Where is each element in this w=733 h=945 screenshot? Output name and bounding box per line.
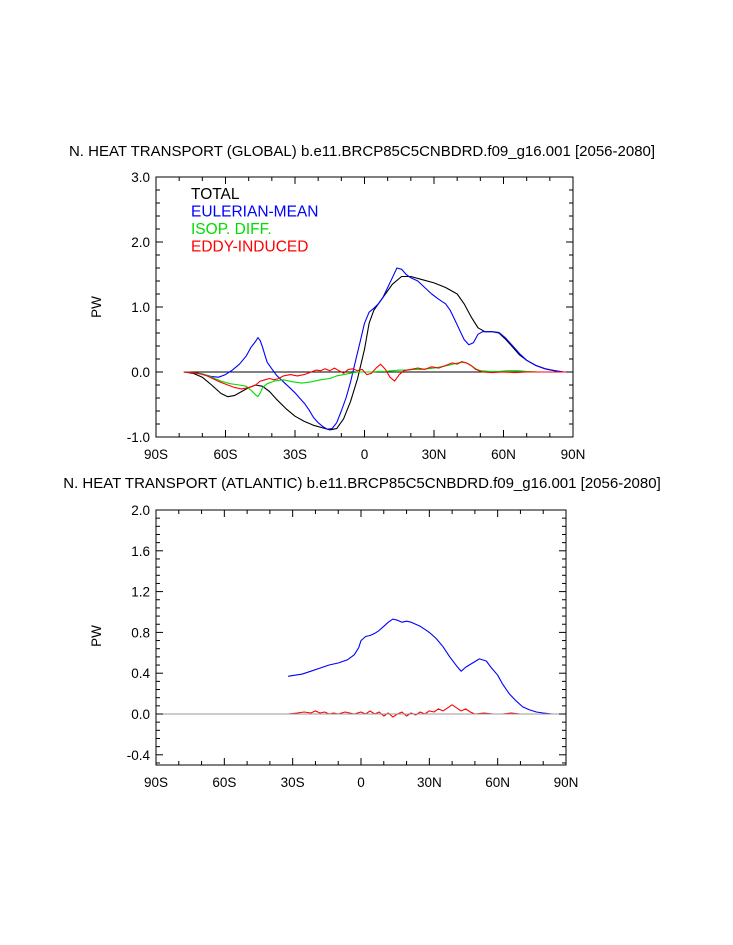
- atlantic-y-axis-label: PW: [89, 625, 104, 647]
- atlantic-y-tick-label: 0.8: [131, 625, 150, 640]
- global-eddy-induced-line: [183, 361, 573, 390]
- atlantic-heat-transport-chart: N. HEAT TRANSPORT (ATLANTIC) b.e11.BRCP8…: [63, 475, 660, 790]
- atlantic-y-tick-label: 0.0: [131, 707, 150, 722]
- global-x-tick-label: 30N: [422, 447, 447, 462]
- global-series-lines: [183, 267, 573, 431]
- global-total-line: [183, 275, 573, 431]
- atlantic-series-1-line: [288, 618, 566, 715]
- global-y-tick-label: 3.0: [131, 170, 150, 185]
- atlantic-x-tick-label: 90S: [144, 775, 168, 790]
- global-isop-diff-line: [183, 361, 573, 398]
- global-y-tick-label: -1.0: [127, 430, 150, 445]
- atlantic-series-2-line: [288, 704, 566, 718]
- atlantic-x-tick-label: 0: [357, 775, 365, 790]
- atlantic-x-tick-label: 30S: [281, 775, 305, 790]
- atlantic-x-tick-label: 60S: [212, 775, 236, 790]
- global-chart-title: N. HEAT TRANSPORT (GLOBAL) b.e11.BRCP85C…: [69, 143, 655, 160]
- global-x-tick-label: 30S: [283, 447, 307, 462]
- global-y-tick-label: 2.0: [131, 235, 150, 250]
- global-x-tick-label: 60S: [213, 447, 237, 462]
- global-x-tick-label: 0: [361, 447, 369, 462]
- atlantic-y-tick-label: 1.2: [131, 585, 150, 600]
- atlantic-chart-title: N. HEAT TRANSPORT (ATLANTIC) b.e11.BRCP8…: [63, 475, 660, 492]
- atlantic-x-tick-label: 30N: [417, 775, 442, 790]
- atlantic-y-tick-label: 1.6: [131, 544, 150, 559]
- global-x-tick-label: 60N: [491, 447, 516, 462]
- global-y-tick-label: 0.0: [131, 365, 150, 380]
- atlantic-x-tick-label: 60N: [485, 775, 510, 790]
- legend-entry-eulerian-mean: EULERIAN-MEAN: [191, 204, 318, 221]
- global-axis-ticks: 90S 60S 30S 0 30N 60N 90N -1.0 0.0 1.0 2.0 3.0: [127, 170, 586, 462]
- atlantic-series-lines: [156, 618, 566, 718]
- legend-entry-total: TOTAL: [191, 186, 240, 203]
- atlantic-x-tick-label: 90N: [554, 775, 579, 790]
- atlantic-axis-ticks: 90S 60S 30S 0 30N 60N 90N -0.4 0.0 0.4 0.8 1.2 1.6 2.…: [127, 503, 579, 790]
- atlantic-y-tick-label: 2.0: [131, 503, 150, 518]
- global-y-axis-label: PW: [89, 296, 104, 318]
- atlantic-y-tick-label: 0.4: [131, 666, 150, 681]
- global-heat-transport-chart: N. HEAT TRANSPORT (GLOBAL) b.e11.BRCP85C…: [69, 143, 655, 462]
- global-y-tick-label: 1.0: [131, 300, 150, 315]
- global-x-tick-label: 90N: [561, 447, 586, 462]
- legend-entry-isop-diff: ISOP. DIFF.: [191, 221, 272, 238]
- atlantic-y-tick-label: -0.4: [127, 748, 151, 763]
- global-x-tick-label: 90S: [144, 447, 168, 462]
- global-eulerian-mean-line: [183, 267, 573, 430]
- atlantic-plot-frame: [155, 509, 567, 766]
- legend-entry-eddy-induced: EDDY-INDUCED: [191, 239, 308, 256]
